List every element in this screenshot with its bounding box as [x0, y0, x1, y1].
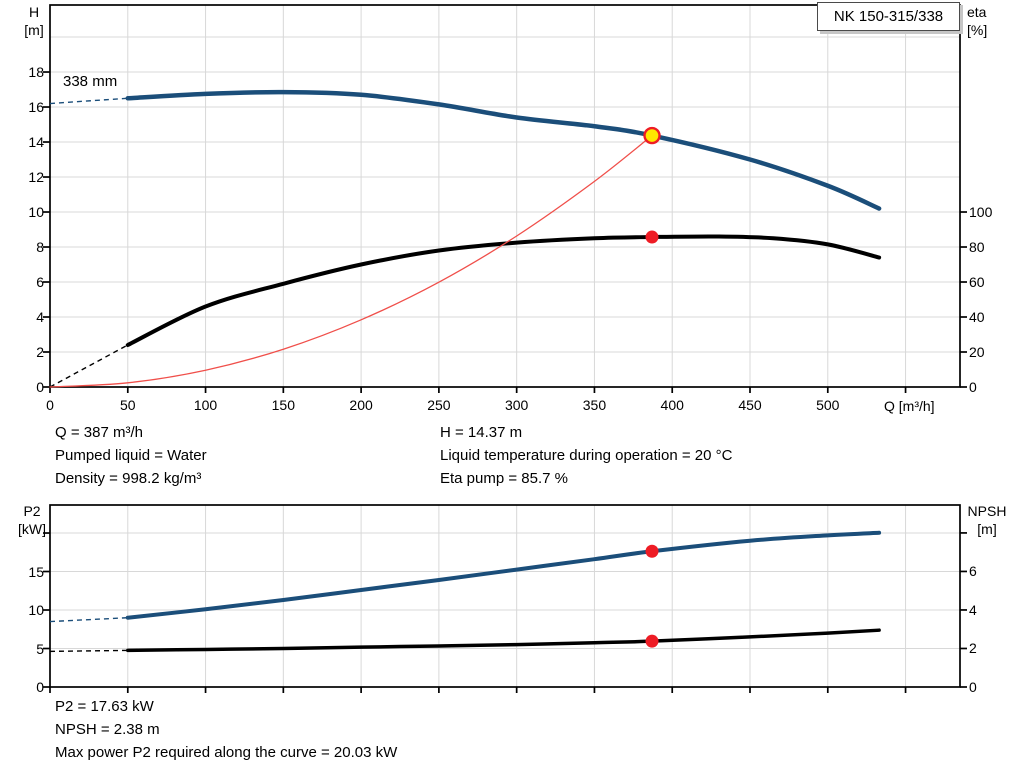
tick-label: 0 — [36, 379, 44, 395]
npsh-axis-title: NPSH [m] — [958, 502, 1016, 538]
tick-label: 350 — [582, 397, 607, 413]
tick-label: 10 — [28, 204, 44, 220]
pump-model-box: NK 150-315/338 — [817, 2, 960, 31]
tick-label: 18 — [28, 64, 44, 81]
eta-curve-lead — [49, 344, 129, 388]
tick-label: 2 — [969, 640, 977, 657]
head-curve — [125, 89, 882, 211]
tick-label: 250 — [427, 397, 451, 413]
tick-label: 300 — [504, 397, 529, 413]
tick-label: 150 — [271, 397, 295, 413]
duty-head-text: H = 14.37 m — [440, 424, 523, 441]
p2-axis-unit: [kW] — [18, 521, 46, 537]
tick-label: 0 — [46, 397, 54, 413]
tick-label: 100 — [193, 397, 218, 413]
head-axis-symbol: H — [28, 4, 40, 20]
npsh-axis-unit: [m] — [977, 521, 997, 537]
tick-label: 500 — [816, 397, 840, 413]
duty-point-head[interactable] — [643, 126, 661, 145]
liquid-temperature-text: Liquid temperature during operation = 20… — [440, 447, 733, 464]
eta-curve — [125, 234, 882, 348]
tick-label: 8 — [36, 239, 44, 255]
system-curve — [49, 134, 653, 388]
tick-label: 0 — [969, 379, 977, 395]
head-curve-lead — [49, 97, 128, 105]
tick-label: 400 — [660, 397, 684, 413]
p2-value-text: P2 = 17.63 kW — [55, 698, 154, 715]
max-power-text: Max power P2 required along the curve = … — [55, 744, 398, 761]
tick-label: 5 — [36, 640, 44, 657]
head-axis-unit: [m] — [24, 22, 44, 38]
duty-flow-text: Q = 387 m³/h — [55, 424, 143, 441]
tick-label: 10 — [28, 602, 44, 618]
tick-label: 100 — [969, 204, 993, 220]
tick-label: 0 — [969, 679, 977, 695]
npsh-value-text: NPSH = 2.38 m — [55, 721, 160, 738]
pump-model-label: NK 150-315/338 — [833, 8, 944, 25]
tick-label: 200 — [349, 397, 373, 413]
impeller-diameter-label: 338 mm — [63, 73, 118, 90]
tick-label: 14 — [28, 134, 44, 151]
tick-label: 15 — [28, 563, 44, 580]
tick-label: 20 — [969, 344, 985, 360]
density-text: Density = 998.2 kg/m³ — [55, 470, 202, 487]
tick-label: 50 — [119, 397, 136, 413]
tick-label: 12 — [28, 169, 44, 185]
p2-axis-title: P2 [kW] — [10, 502, 54, 538]
tick-label: 450 — [738, 397, 762, 413]
npsh-axis-symbol: NPSH — [967, 503, 1007, 519]
eta-axis-unit: [%] — [967, 22, 988, 38]
tick-label: 60 — [969, 274, 985, 290]
p2-curve — [125, 530, 882, 620]
pumped-liquid-text: Pumped liquid = Water — [55, 447, 207, 464]
tick-label: 6 — [36, 274, 44, 290]
duty-point-eta[interactable] — [645, 230, 659, 244]
eta-axis-symbol: eta — [967, 4, 987, 20]
tick-label: 2 — [36, 344, 44, 360]
tick-label: 80 — [969, 239, 985, 255]
duty-point-npsh[interactable] — [645, 634, 659, 648]
p2-axis-symbol: P2 — [23, 503, 41, 519]
npsh-curve — [126, 628, 881, 653]
tick-label: 40 — [969, 309, 985, 325]
tick-label: 6 — [969, 563, 977, 580]
p2-curve-lead — [49, 617, 128, 623]
eta-axis-title: eta [%] — [967, 3, 1013, 39]
flow-axis-title: Q [m³/h] — [884, 398, 935, 414]
tick-label: 4 — [969, 601, 977, 618]
head-axis-title: H [m] — [14, 3, 54, 39]
duty-point-p2[interactable] — [645, 544, 659, 558]
tick-label: 4 — [36, 309, 44, 325]
npsh-curve-lead — [49, 649, 128, 653]
tick-label: 16 — [28, 99, 44, 116]
eta-pump-text: Eta pump = 85.7 % — [440, 470, 568, 487]
tick-label: 0 — [36, 679, 44, 695]
